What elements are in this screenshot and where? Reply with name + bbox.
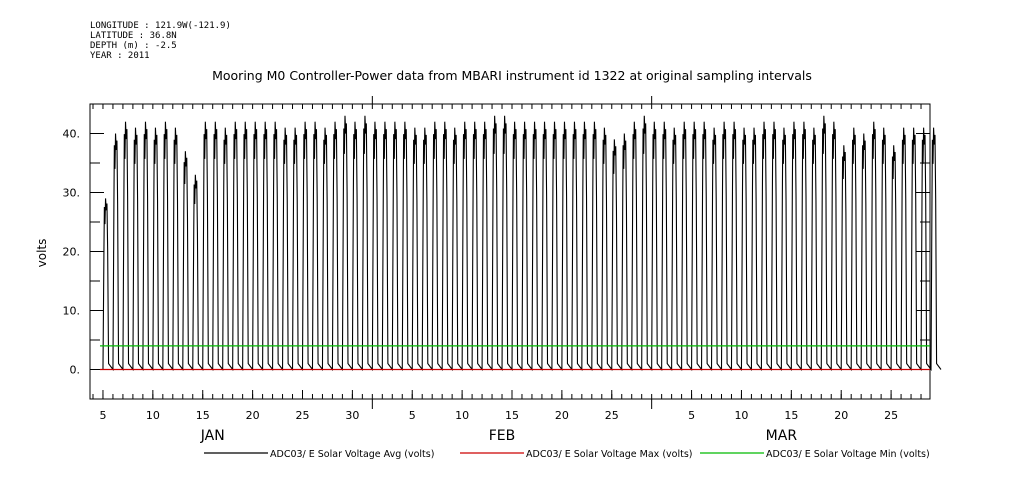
x-tick-label: 15 — [196, 409, 210, 422]
chart-title: Mooring M0 Controller-Power data from MB… — [212, 68, 812, 83]
x-tick-label: 20 — [834, 409, 848, 422]
legend-max-label: ADC03/ E Solar Voltage Max (volts) — [526, 449, 692, 460]
latitude-text: LATITUDE : 36.8N — [90, 31, 177, 41]
legend-avg-label: ADC03/ E Solar Voltage Avg (volts) — [270, 449, 434, 460]
x-tick-label: 20 — [555, 409, 569, 422]
x-tick-label: 20 — [246, 409, 260, 422]
legend-min-label: ADC03/ E Solar Voltage Min (volts) — [766, 449, 930, 460]
y-tick-label: 0. — [70, 364, 81, 377]
axis-ticks: 0. 10. 20. 30. 40. 5 10 15 20 25 30 5 10 15 20 25 5 10 15 2… — [63, 96, 930, 444]
x-tick-label: 10 — [146, 409, 160, 422]
longitude-text: LONGITUDE : 121.9W(-121.9) — [90, 21, 231, 31]
y-tick-label: 20. — [63, 246, 81, 259]
series-solar-voltage-avg — [102, 115, 942, 372]
plot-area — [99, 115, 942, 372]
depth-text: DEPTH (m) : -2.5 — [90, 41, 177, 51]
y-tick-label: 30. — [63, 187, 81, 200]
x-tick-label: 25 — [884, 409, 898, 422]
month-label: MAR — [766, 428, 798, 444]
x-tick-label: 5 — [409, 409, 416, 422]
y-tick-label: 10. — [63, 305, 81, 318]
x-tick-label: 5 — [99, 409, 106, 422]
x-tick-label: 10 — [455, 409, 469, 422]
x-tick-label: 30 — [345, 409, 359, 422]
x-tick-label: 5 — [688, 409, 695, 422]
metadata-block: LONGITUDE : 121.9W(-121.9) LATITUDE : 36… — [90, 21, 231, 61]
y-axis-label: volts — [35, 239, 49, 268]
month-label: JAN — [200, 428, 225, 444]
x-tick-label: 15 — [784, 409, 798, 422]
y-tick-label: 40. — [63, 128, 81, 141]
x-tick-label: 25 — [295, 409, 309, 422]
year-text: YEAR : 2011 — [90, 51, 150, 61]
x-tick-label: 25 — [605, 409, 619, 422]
month-label: FEB — [489, 428, 516, 444]
legend: ADC03/ E Solar Voltage Avg (volts) ADC03/… — [204, 449, 930, 460]
x-tick-label: 10 — [734, 409, 748, 422]
x-tick-label: 15 — [505, 409, 519, 422]
